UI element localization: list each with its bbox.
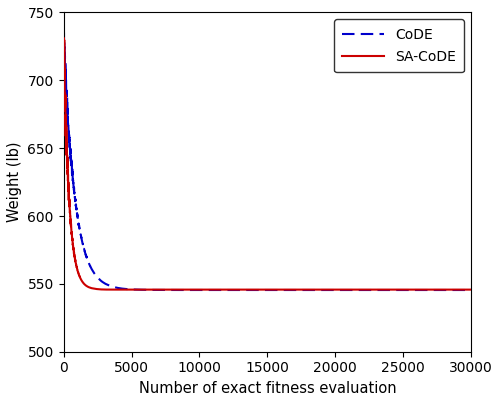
CoDE <box>216 288 222 293</box>
SA-CoDE <box>468 287 474 292</box>
CoDE <box>305 288 311 293</box>
SA-CoDE <box>108 287 114 292</box>
CoDE <box>326 288 332 293</box>
SA-CoDE <box>216 287 222 292</box>
Y-axis label: Weight (lb): Weight (lb) <box>7 142 22 222</box>
CoDE <box>365 288 371 293</box>
CoDE <box>134 287 140 292</box>
CoDE <box>468 288 474 293</box>
SA-CoDE <box>326 287 332 292</box>
SA-CoDE <box>60 35 66 40</box>
SA-CoDE <box>396 287 402 292</box>
SA-CoDE <box>135 287 141 292</box>
Legend: CoDE, SA-CoDE: CoDE, SA-CoDE <box>334 19 464 73</box>
SA-CoDE <box>365 287 371 292</box>
CoDE <box>60 37 66 42</box>
X-axis label: Number of exact fitness evaluation: Number of exact fitness evaluation <box>138 381 396 396</box>
CoDE <box>224 288 230 293</box>
SA-CoDE <box>60 37 66 42</box>
Line: SA-CoDE: SA-CoDE <box>64 38 471 290</box>
CoDE <box>60 30 66 35</box>
Line: CoDE: CoDE <box>64 33 471 290</box>
SA-CoDE <box>305 287 311 292</box>
CoDE <box>396 288 402 293</box>
